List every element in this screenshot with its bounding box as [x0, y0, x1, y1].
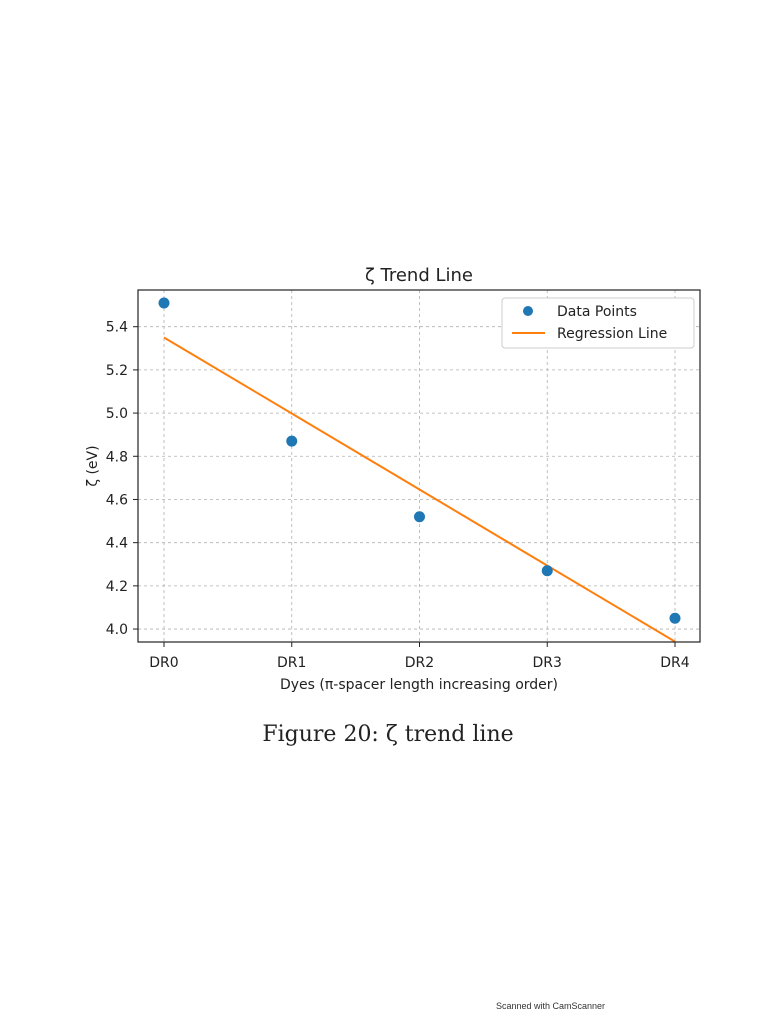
- regression-line: [163, 336, 676, 643]
- y-tick-label: 4.0: [106, 622, 128, 638]
- regression-series: [163, 336, 676, 643]
- y-tick-label: 5.0: [106, 406, 128, 422]
- y-tick-label: 4.2: [106, 579, 128, 595]
- data-point-series: [158, 297, 681, 624]
- x-tick-label: DR1: [277, 655, 306, 671]
- x-tick-label: DR2: [405, 655, 434, 671]
- y-tick-label: 4.4: [106, 536, 128, 552]
- data-point: [541, 565, 553, 577]
- data-point: [414, 511, 425, 523]
- scanner-watermark: Scanned with CamScanner: [496, 1001, 606, 1011]
- legend-marker-data-points: [523, 306, 533, 316]
- y-tick-label: 4.6: [106, 492, 128, 508]
- axis-ticks: DR0 DR1 DR2 DR3 DR4 4.0 4.2 4.4 4.6 4.8 5.0 5.2 5.4: [106, 320, 690, 671]
- x-tick-label: DR0: [149, 655, 178, 671]
- plot-frame: [137, 289, 701, 643]
- y-tick-label: 5.2: [106, 363, 128, 379]
- x-axis-label: Dyes (π-spacer length increasing order): [280, 677, 558, 693]
- figure-caption: Figure 20: ζ trend line: [262, 722, 514, 747]
- data-point: [669, 612, 681, 624]
- data-point: [158, 297, 170, 309]
- legend-label-data-points: Data Points: [557, 304, 637, 320]
- chart-title: ζ Trend Line: [365, 265, 473, 286]
- legend-box: [501, 297, 695, 349]
- data-point: [286, 435, 298, 447]
- y-axis-label: ζ (eV): [85, 445, 101, 486]
- x-tick-label: DR4: [660, 655, 690, 671]
- y-tick-label: 4.8: [106, 449, 128, 465]
- x-tick-label: DR3: [533, 655, 562, 671]
- y-tick-label: 5.4: [106, 320, 128, 336]
- legend: Data Points Regression Line: [501, 297, 695, 349]
- legend-label-regression-line: Regression Line: [557, 326, 667, 342]
